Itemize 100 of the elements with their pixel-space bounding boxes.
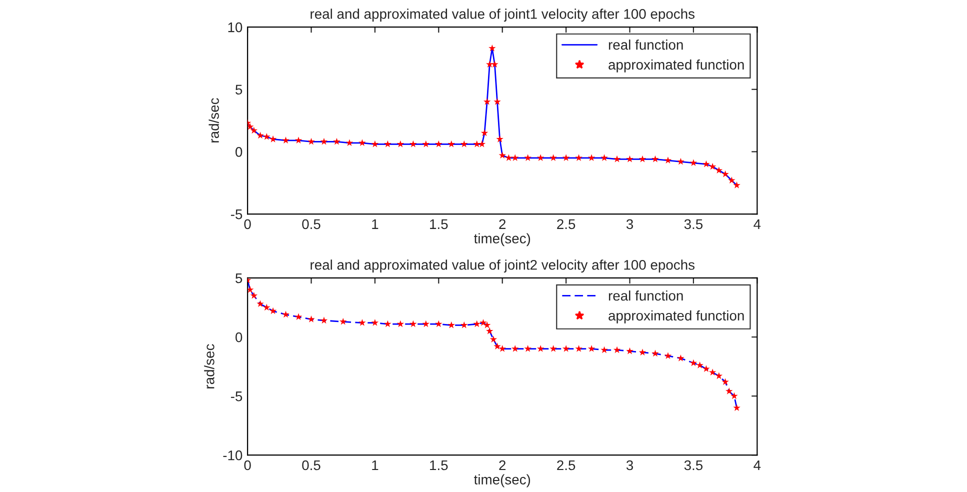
point [708,162,716,170]
point [256,300,264,308]
point [483,98,491,105]
point [702,365,710,372]
x-tick-label: 2 [499,219,506,229]
point [626,347,634,354]
x-tick-label: 2 [499,460,506,470]
point [448,140,456,148]
point [422,140,430,148]
point [269,307,277,314]
y-axis-title: rad/sec [204,344,214,388]
point [371,140,379,148]
point [486,327,494,334]
point [498,152,506,159]
x-tick-label: 1.5 [430,460,448,470]
point [690,159,698,166]
point [491,60,498,68]
point [575,345,582,352]
point [600,154,608,162]
point [480,129,488,136]
point [536,345,544,352]
point [282,136,290,144]
point [473,320,480,328]
point [486,60,494,68]
point [575,154,582,162]
point [339,318,347,325]
point [435,320,442,328]
point [652,155,659,162]
point [613,346,621,354]
x-tick-label: 0 [244,219,251,230]
x-tick-label: 3 [626,219,634,230]
point [511,345,519,352]
point [384,140,392,148]
point [626,155,634,162]
point [448,321,456,328]
chart-title: real and approximated value of joint1 velocity after 100 epochs [310,8,695,22]
point [263,132,270,140]
legend-label: approximated function [608,310,744,324]
point [248,286,254,293]
chart-title: real and approximated value of joint2 velocity after 100 epochs [310,260,695,273]
point [536,154,544,162]
point [588,154,596,162]
point [494,342,501,350]
y-tick-label: 0 [236,332,242,342]
point [410,320,417,328]
x-tick-label: 4 [754,219,761,229]
point [722,170,729,178]
y-tick-label: 0 [236,147,242,157]
y-tick-label: 5 [236,84,242,95]
x-tick-label: 0.5 [302,460,320,470]
point [460,140,468,148]
x-axis-title: time(sec) [474,233,530,246]
point [730,392,738,400]
point [473,140,480,148]
point [333,138,340,145]
point [256,132,264,139]
x-tick-label: 4 [754,460,761,470]
y-tick-label: 5 [236,273,242,284]
legend-label: approximated function [608,59,744,72]
point [396,320,404,328]
point [562,154,570,162]
point [696,362,704,368]
point [250,292,258,299]
point [269,135,277,142]
y-tick-label: -10 [223,450,242,460]
x-tick-label: 0 [244,460,251,470]
point [435,140,442,148]
x-tick-label: 2.5 [557,219,576,230]
x-tick-label: 1 [372,460,378,470]
point [396,140,404,148]
point [524,154,532,162]
point [480,319,487,326]
point [384,320,392,328]
point [308,316,315,322]
x-tick-label: 3.5 [684,219,703,230]
point [294,313,302,320]
point [600,346,608,354]
point [733,182,740,188]
x-tick-label: 1.5 [430,219,448,230]
point [550,154,557,162]
x-tick-label: 1 [372,219,378,229]
point [664,156,672,164]
point [250,126,258,134]
point [371,319,379,326]
point [320,138,328,145]
point [664,352,672,359]
point [263,304,270,311]
point [638,348,646,356]
y-tick-label: -5 [230,209,242,220]
point [677,158,684,165]
x-tick-label: 2.5 [557,460,576,470]
point [562,345,570,352]
point [320,316,328,324]
point [460,321,468,328]
point [702,160,710,168]
point [496,135,504,142]
point [728,176,736,184]
point [715,166,723,174]
legend-label: real function [608,290,683,301]
point [638,155,646,162]
